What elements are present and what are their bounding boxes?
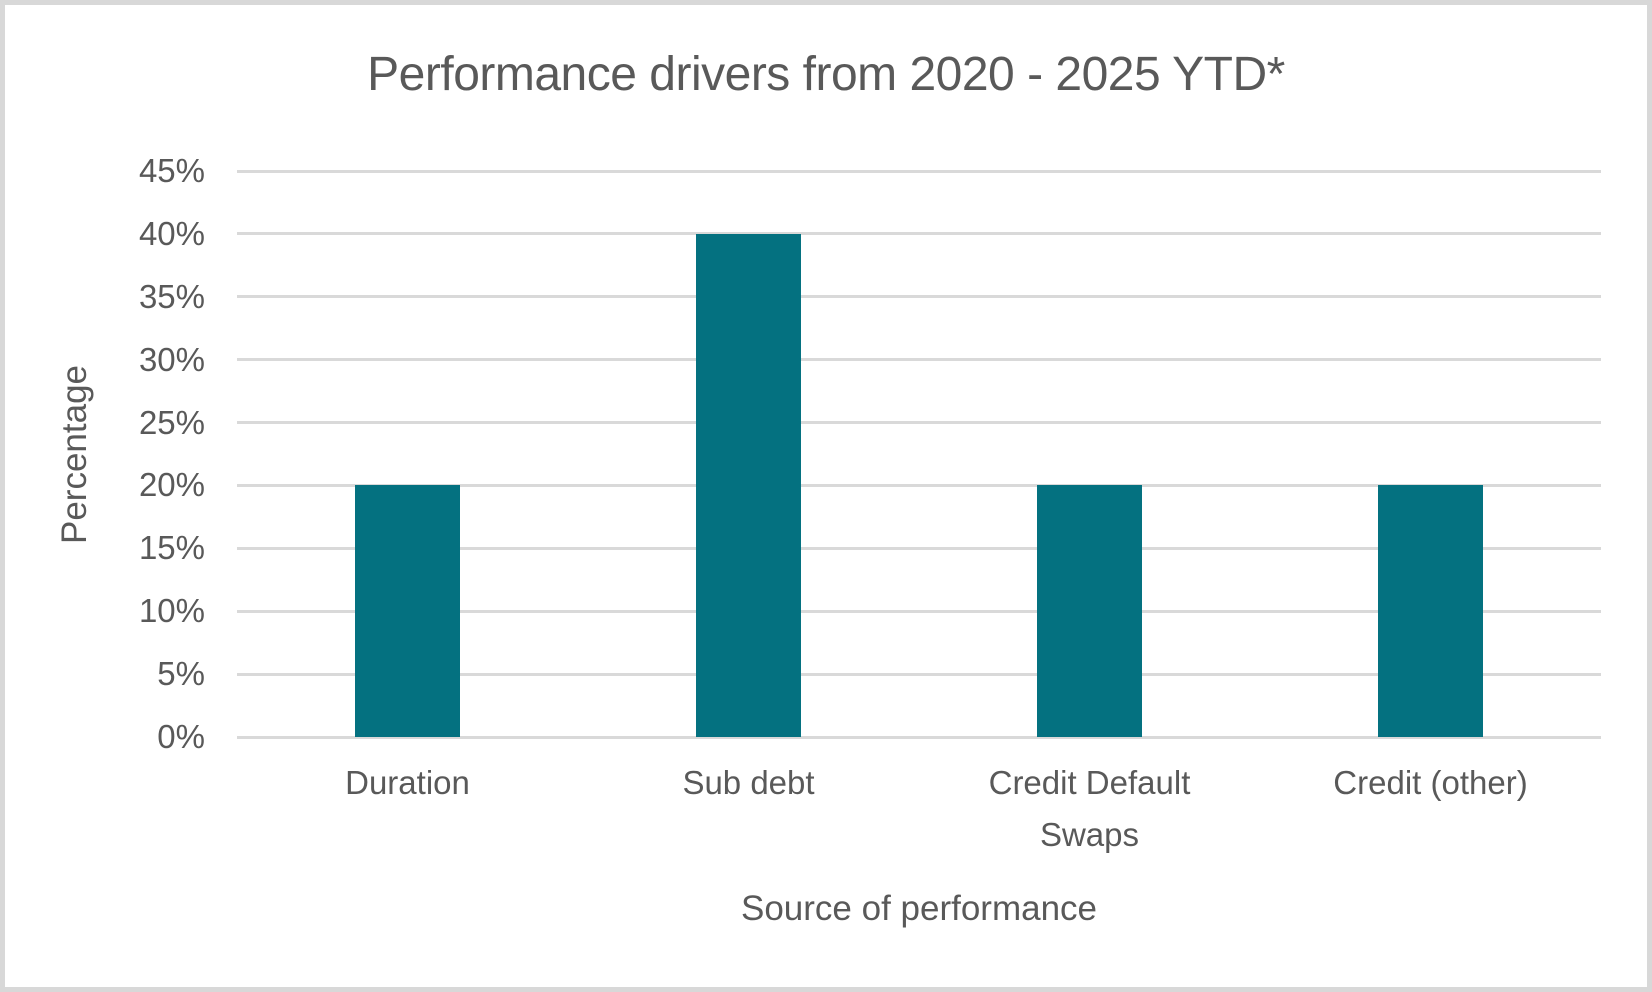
category-label: Credit Default Swaps [919, 757, 1260, 861]
y-tick-label: 10% [138, 592, 205, 630]
y-tick-label: 25% [138, 403, 205, 441]
plot-area [237, 169, 1601, 739]
category-label-text: Sub debt [682, 764, 815, 801]
gridline [237, 735, 1601, 739]
y-tick-label: 20% [138, 466, 205, 504]
gridline [237, 609, 1601, 613]
y-tick-label: 0% [157, 718, 205, 755]
category-label-text: Credit (other) [1333, 764, 1528, 801]
gridline [237, 295, 1601, 299]
category-label-text: Credit Default Swaps [988, 764, 1191, 853]
y-tick-label: 40% [138, 214, 205, 252]
chart-title: Performance drivers from 2020 - 2025 YTD… [367, 48, 1285, 101]
x-axis: Duration Sub debt Credit Default Swaps Cred… [237, 757, 1601, 861]
bar-sub-debt [696, 233, 801, 737]
category-label: Credit (other) [1260, 757, 1601, 861]
gridline [237, 672, 1601, 676]
x-axis-title: Source of performance [740, 889, 1097, 928]
y-tick-label: 45% [138, 152, 205, 189]
y-tick-label: 35% [138, 277, 205, 315]
category-label: Sub debt [578, 757, 919, 861]
gridline [237, 421, 1601, 425]
y-tick-label: 30% [138, 340, 205, 378]
gridline [237, 546, 1601, 550]
gridline [237, 358, 1601, 362]
category-label: Duration [237, 757, 578, 861]
gridline [237, 232, 1601, 236]
y-tick-label: 15% [138, 529, 205, 567]
bar-duration [355, 485, 460, 737]
gridline [237, 483, 1601, 487]
y-axis: 45% 40% 35% 30% 25% 20% 15% 10% 5% 0% [5, 152, 205, 755]
category-label-text: Duration [345, 764, 470, 801]
bar-credit-other [1378, 485, 1483, 737]
gridline [237, 169, 1601, 173]
y-tick-label: 5% [157, 655, 205, 693]
bar-credit-default-swaps [1037, 485, 1142, 737]
